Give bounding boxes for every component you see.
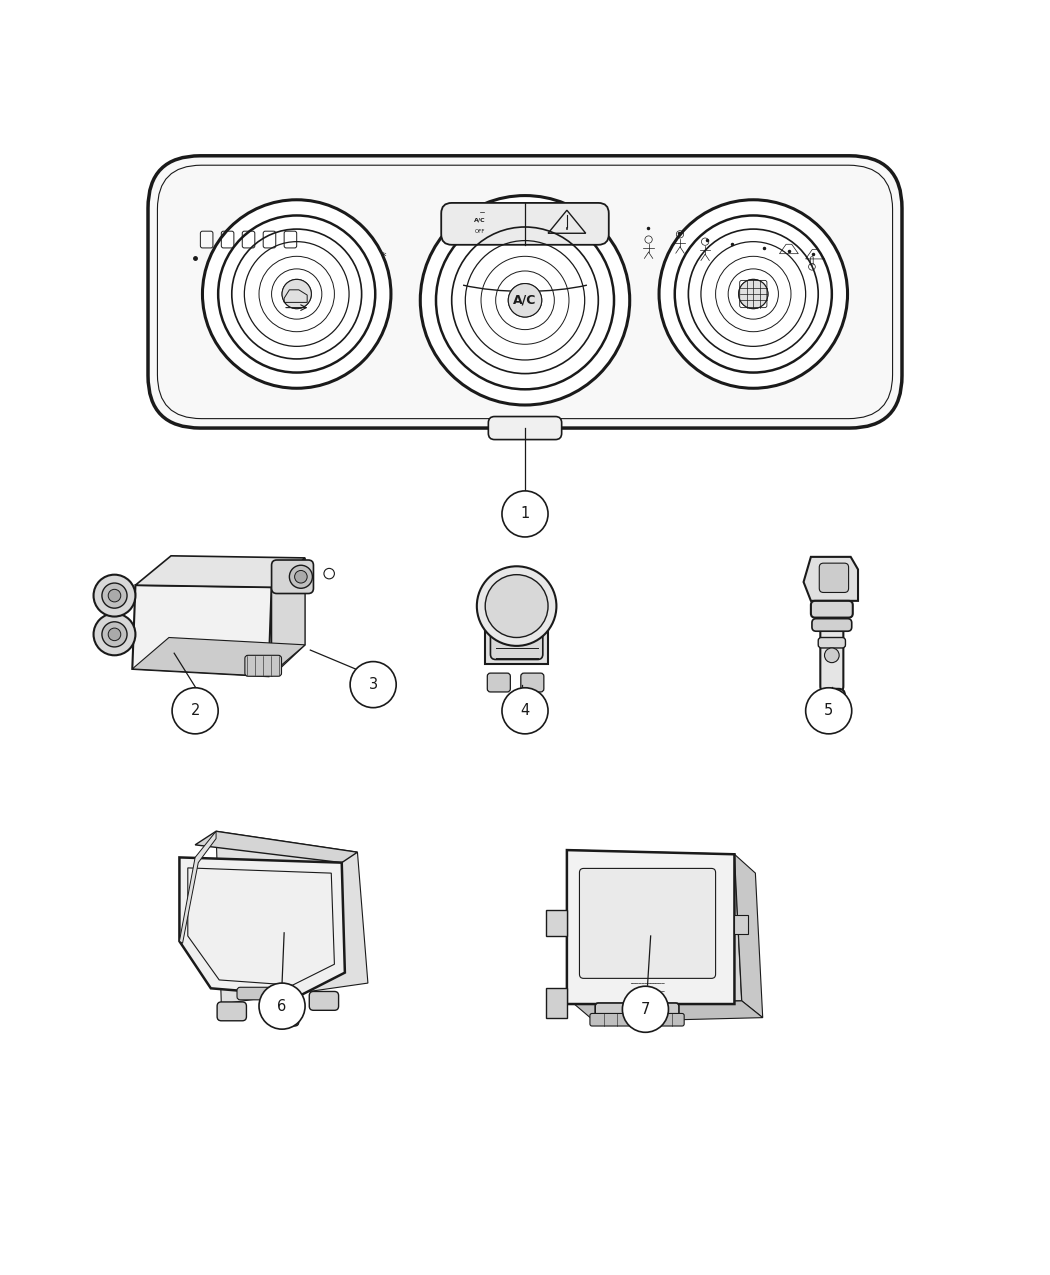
Circle shape xyxy=(108,589,121,602)
Circle shape xyxy=(485,575,548,638)
FancyBboxPatch shape xyxy=(812,618,852,631)
Polygon shape xyxy=(567,850,734,1003)
Polygon shape xyxy=(734,915,748,933)
Circle shape xyxy=(350,662,396,708)
Circle shape xyxy=(203,200,391,389)
FancyBboxPatch shape xyxy=(148,156,902,428)
Circle shape xyxy=(420,195,630,405)
FancyBboxPatch shape xyxy=(245,655,281,676)
Text: A/C: A/C xyxy=(475,217,486,222)
Circle shape xyxy=(623,987,669,1033)
FancyBboxPatch shape xyxy=(488,417,562,440)
Polygon shape xyxy=(734,854,762,1017)
Text: 7: 7 xyxy=(640,1002,650,1016)
FancyBboxPatch shape xyxy=(490,616,543,659)
Circle shape xyxy=(102,583,127,608)
Text: 5: 5 xyxy=(824,704,834,718)
Polygon shape xyxy=(180,831,216,944)
Polygon shape xyxy=(574,1001,762,1021)
Text: ────────────: ──────────── xyxy=(630,980,665,986)
FancyBboxPatch shape xyxy=(818,638,845,648)
Text: 6: 6 xyxy=(277,998,287,1014)
Text: *: * xyxy=(381,252,386,263)
FancyBboxPatch shape xyxy=(487,673,510,692)
Polygon shape xyxy=(803,557,858,601)
Circle shape xyxy=(295,570,308,583)
FancyBboxPatch shape xyxy=(819,688,845,705)
FancyBboxPatch shape xyxy=(521,673,544,692)
FancyBboxPatch shape xyxy=(595,1003,679,1020)
Circle shape xyxy=(659,200,847,389)
Circle shape xyxy=(738,279,768,309)
Circle shape xyxy=(502,687,548,734)
Circle shape xyxy=(102,622,127,646)
Polygon shape xyxy=(135,556,306,588)
Text: 3: 3 xyxy=(369,677,378,692)
Circle shape xyxy=(502,491,548,537)
Circle shape xyxy=(508,283,542,317)
Polygon shape xyxy=(546,910,567,936)
Polygon shape xyxy=(567,850,741,1003)
Text: 2: 2 xyxy=(190,704,200,718)
FancyBboxPatch shape xyxy=(272,560,314,594)
Text: ────────────: ──────────── xyxy=(630,988,665,993)
FancyBboxPatch shape xyxy=(270,1007,299,1026)
Text: OFF: OFF xyxy=(475,228,485,233)
Circle shape xyxy=(823,692,840,709)
Text: 4: 4 xyxy=(521,704,529,718)
FancyBboxPatch shape xyxy=(217,1002,247,1021)
Circle shape xyxy=(477,566,556,646)
Circle shape xyxy=(93,613,135,655)
Polygon shape xyxy=(546,988,567,1017)
Circle shape xyxy=(108,629,121,640)
Circle shape xyxy=(282,279,312,309)
Circle shape xyxy=(93,575,135,617)
Polygon shape xyxy=(485,609,548,664)
FancyBboxPatch shape xyxy=(310,992,338,1010)
FancyBboxPatch shape xyxy=(441,203,609,245)
Circle shape xyxy=(824,648,839,663)
Circle shape xyxy=(290,565,313,588)
Circle shape xyxy=(805,687,852,734)
Polygon shape xyxy=(216,831,368,1003)
Polygon shape xyxy=(132,638,306,676)
Polygon shape xyxy=(132,585,272,676)
FancyBboxPatch shape xyxy=(580,868,716,978)
FancyBboxPatch shape xyxy=(820,625,843,692)
Text: A/C: A/C xyxy=(513,293,537,307)
Circle shape xyxy=(259,983,306,1029)
Polygon shape xyxy=(272,558,306,676)
FancyBboxPatch shape xyxy=(590,1014,685,1026)
Polygon shape xyxy=(195,831,357,863)
Circle shape xyxy=(172,687,218,734)
FancyBboxPatch shape xyxy=(237,987,290,1000)
Polygon shape xyxy=(180,857,344,996)
FancyBboxPatch shape xyxy=(819,564,848,593)
Text: 1: 1 xyxy=(521,506,529,521)
FancyBboxPatch shape xyxy=(811,601,853,617)
